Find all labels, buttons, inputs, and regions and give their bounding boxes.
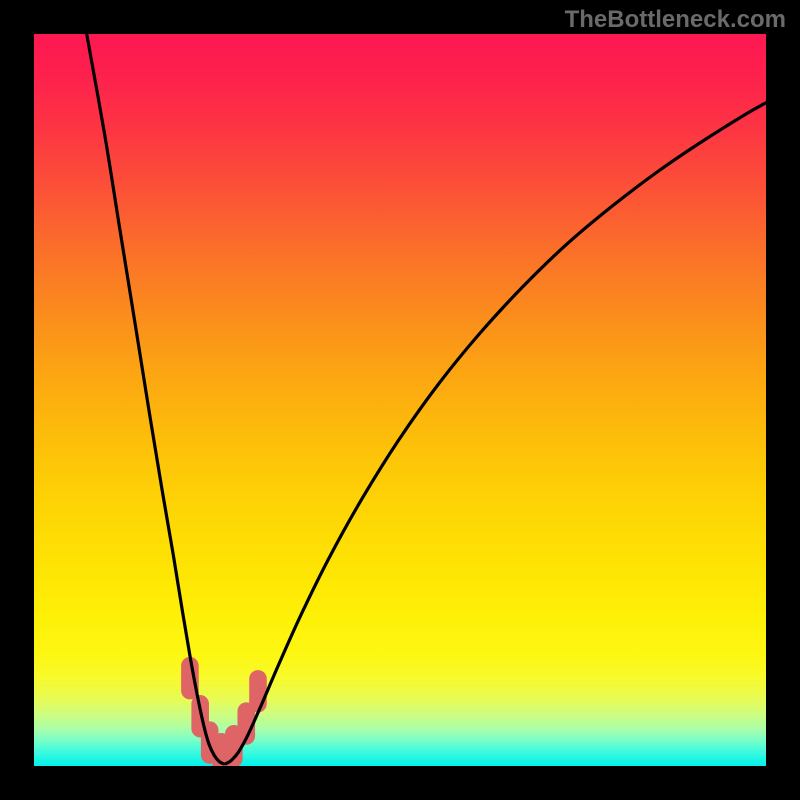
watermark-text: TheBottleneck.com [565,6,786,34]
curve-left [87,34,224,764]
marker-pill [249,670,267,712]
curve-right [226,103,766,764]
chart-frame: TheBottleneck.com [0,0,800,800]
curve-layer [34,34,766,766]
plot-area [34,34,766,766]
